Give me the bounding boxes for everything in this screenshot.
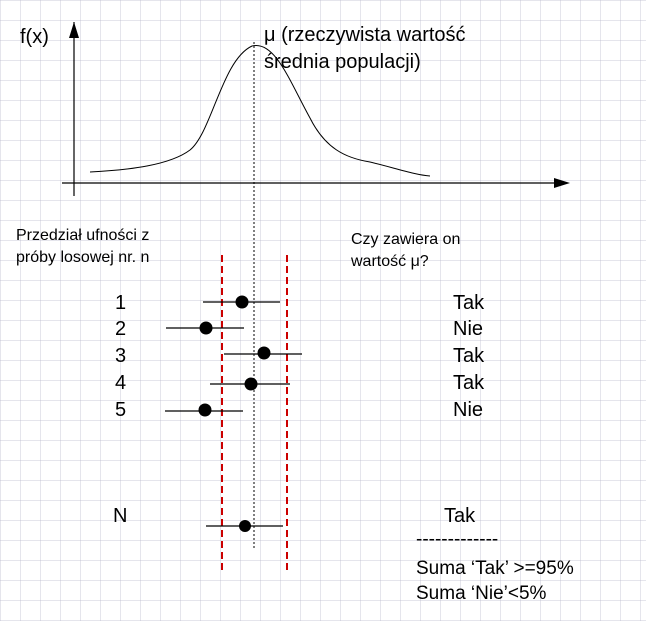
sample-label-4: 4 <box>115 372 127 394</box>
sample-label-n: N <box>113 505 128 527</box>
x-axis-arrow <box>554 178 570 188</box>
interval-5-point <box>198 403 212 417</box>
interval-2-point <box>199 321 213 335</box>
right-header-line1: Czy zawiera on <box>351 231 461 248</box>
answer-3: Tak <box>453 345 485 367</box>
sample-label-3: 3 <box>115 345 127 367</box>
interval-4-point <box>244 377 258 391</box>
summary-line1: Suma ‘Tak’ >=95% <box>416 558 574 579</box>
interval-3-point <box>257 346 271 360</box>
summary-separator: ------------- <box>416 529 499 550</box>
answer-n: Tak <box>444 505 476 527</box>
y-axis-label: f(x) <box>20 26 49 48</box>
sample-label-1: 1 <box>115 292 127 314</box>
right-header-line2: wartość μ? <box>351 253 429 270</box>
answer-4: Tak <box>453 372 485 394</box>
answer-2: Nie <box>453 318 484 340</box>
density-curve <box>89 45 431 177</box>
left-header-line1: Przedział ufności z <box>16 227 150 244</box>
mu-label-line2: średnia populacji) <box>264 51 421 73</box>
answer-5: Nie <box>453 399 484 421</box>
answer-1: Tak <box>453 292 485 314</box>
mu-label-line1: μ (rzeczywista wartość <box>264 24 466 46</box>
left-header-line2: próby losowej nr. n <box>16 249 150 266</box>
sample-label-2: 2 <box>115 318 127 340</box>
summary-line2: Suma ‘Nie’<5% <box>416 583 547 604</box>
y-axis-arrow <box>69 22 79 38</box>
interval-1-point <box>235 295 249 309</box>
interval-n-point <box>239 520 251 532</box>
sample-label-5: 5 <box>115 399 127 421</box>
